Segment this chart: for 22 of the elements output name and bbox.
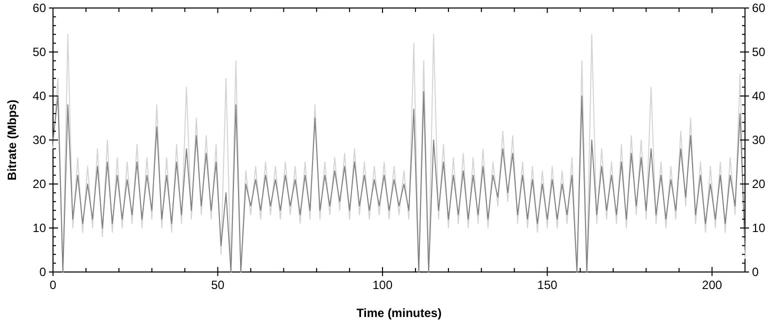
y-tick-label: 0 (39, 265, 46, 279)
y2-tick-label: 10 (752, 221, 766, 235)
y-tick-label: 20 (32, 177, 46, 191)
y-tick-label: 30 (32, 133, 46, 147)
y-tick-label: 60 (32, 1, 46, 15)
y2-tick-label: 50 (752, 45, 766, 59)
x-tick-label: 50 (211, 278, 225, 292)
y-tick-label: 10 (32, 221, 46, 235)
y-tick-label: 50 (32, 45, 46, 59)
y-axis-title: Bitrate (Mbps) (5, 100, 19, 180)
y2-tick-label: 40 (752, 89, 766, 103)
line-series (52, 91, 746, 272)
y2-tick-label: 20 (752, 177, 766, 191)
x-axis-title: Time (minutes) (356, 306, 442, 320)
y-tick-label: 40 (32, 89, 46, 103)
x-tick-label: 0 (50, 278, 57, 292)
y2-tick-label: 30 (752, 133, 766, 147)
x-tick-label: 200 (702, 278, 722, 292)
y2-tick-label: 0 (752, 265, 759, 279)
x-tick-label: 100 (372, 278, 393, 292)
x-tick-label: 150 (537, 278, 558, 292)
y2-tick-label: 60 (752, 1, 766, 15)
